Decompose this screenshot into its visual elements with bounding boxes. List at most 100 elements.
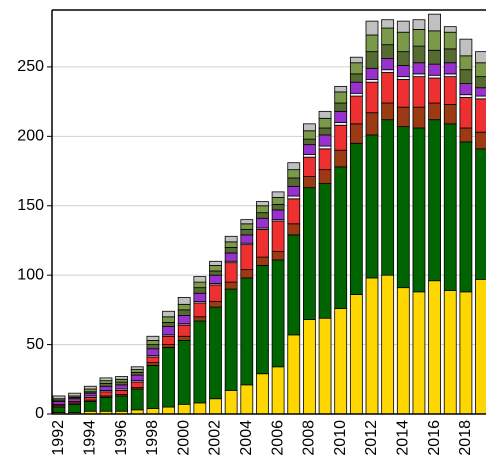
labels: 0 50 100 150 200 250 1992 1994 1996 1998 2000 2002 2… <box>17 58 474 455</box>
bar-segment <box>287 334 301 415</box>
bar-segment <box>365 34 379 53</box>
bar-segment <box>349 95 363 125</box>
bar-segment <box>475 278 486 415</box>
x-tick-label: 2018 <box>457 420 474 456</box>
bar-segment <box>475 95 486 100</box>
y-tick-label: 100 <box>17 266 44 283</box>
bar-segment <box>193 402 207 415</box>
bar-segment <box>365 277 379 415</box>
bar-segment <box>302 156 316 177</box>
bar-segment <box>209 274 222 284</box>
bar-segment <box>146 344 160 350</box>
bar-segment <box>256 256 269 266</box>
bar-segment <box>240 228 254 236</box>
bar-segment <box>162 310 175 318</box>
bar-segment <box>130 369 144 373</box>
bar-segment <box>318 117 332 129</box>
x-tick-label: 1994 <box>82 420 99 456</box>
bar-segment <box>302 153 316 158</box>
bar-segment <box>177 315 191 325</box>
bar-segment <box>287 177 301 187</box>
bar-segment <box>209 270 222 276</box>
x-tick-label: 2014 <box>395 420 412 456</box>
bar-segment <box>99 391 113 397</box>
bar-segment <box>209 265 222 272</box>
bar-segment <box>334 308 348 415</box>
bar-segment <box>177 403 191 415</box>
x-tick-label: 1992 <box>50 420 67 456</box>
bar-segment <box>349 73 363 83</box>
bar-segment <box>365 20 379 36</box>
x-tick-label: 2012 <box>363 420 380 456</box>
bar-segment <box>349 123 363 144</box>
bar-segment <box>443 123 457 291</box>
bar-segment <box>115 384 128 390</box>
y-tick-label: 250 <box>17 58 44 75</box>
bar-segment <box>443 26 457 33</box>
bar-segment <box>334 85 348 93</box>
bar-segment <box>99 380 113 384</box>
bar-segment <box>130 366 144 370</box>
bar-segment <box>302 319 316 415</box>
bar-segment <box>115 389 128 395</box>
bar-segment <box>162 406 175 415</box>
bar-segment <box>428 280 442 415</box>
bars <box>52 13 486 415</box>
bar-segment <box>271 209 285 221</box>
bar-segment <box>115 395 128 412</box>
bar-segment <box>334 110 348 123</box>
bar-segment <box>443 62 457 75</box>
x-tick-label: 2000 <box>175 420 192 456</box>
x-tick-label: 2002 <box>207 420 224 456</box>
x-tick-label: 2016 <box>426 420 443 456</box>
bar-segment <box>130 374 144 382</box>
bar-segment <box>443 76 457 105</box>
bar-segment <box>381 119 395 276</box>
bar-segment <box>99 396 113 412</box>
bar-segment <box>318 169 332 184</box>
bar-segment <box>381 274 395 415</box>
bar-segment <box>412 127 426 293</box>
bar-segment <box>162 321 175 327</box>
bar-segment <box>318 110 332 119</box>
bar-segment <box>224 241 238 248</box>
bar-segment <box>83 401 97 412</box>
x-tick-label: 2010 <box>332 420 349 456</box>
bar-segment <box>459 127 473 143</box>
bar-segment <box>256 205 269 214</box>
bar-segment <box>83 385 97 390</box>
bar-segment <box>396 79 410 108</box>
bar-segment <box>162 316 175 323</box>
bar-segment <box>443 73 457 78</box>
bar-segment <box>365 51 379 69</box>
bar-segment <box>381 19 395 29</box>
bar-segment <box>334 149 348 168</box>
bar-segment <box>475 87 486 97</box>
bar-segment <box>381 27 395 46</box>
bar-segment <box>365 81 379 114</box>
bar-segment <box>381 72 395 104</box>
bar-segment <box>271 251 285 261</box>
bar-segment <box>162 335 175 345</box>
bar-segment <box>130 388 144 411</box>
bar-segment <box>52 395 66 400</box>
y-tick-label: 0 <box>35 405 44 422</box>
bar-segment <box>146 365 160 409</box>
bar-segment <box>209 260 222 266</box>
bar-segment <box>193 287 207 294</box>
bar-segment <box>302 123 316 132</box>
bar-segment <box>240 219 254 225</box>
bar-segment <box>349 294 363 415</box>
bar-segment <box>162 326 175 336</box>
bar-segment <box>381 58 395 71</box>
bar-segment <box>428 13 442 32</box>
bar-segment <box>443 48 457 64</box>
bar-segment <box>193 320 207 404</box>
bar-segment <box>412 106 426 129</box>
bar-segment <box>68 398 82 402</box>
bar-segment <box>443 290 457 415</box>
bar-segment <box>302 130 316 140</box>
bar-segment <box>412 29 426 47</box>
bar-segment <box>302 138 316 146</box>
bar-segment <box>146 335 160 341</box>
